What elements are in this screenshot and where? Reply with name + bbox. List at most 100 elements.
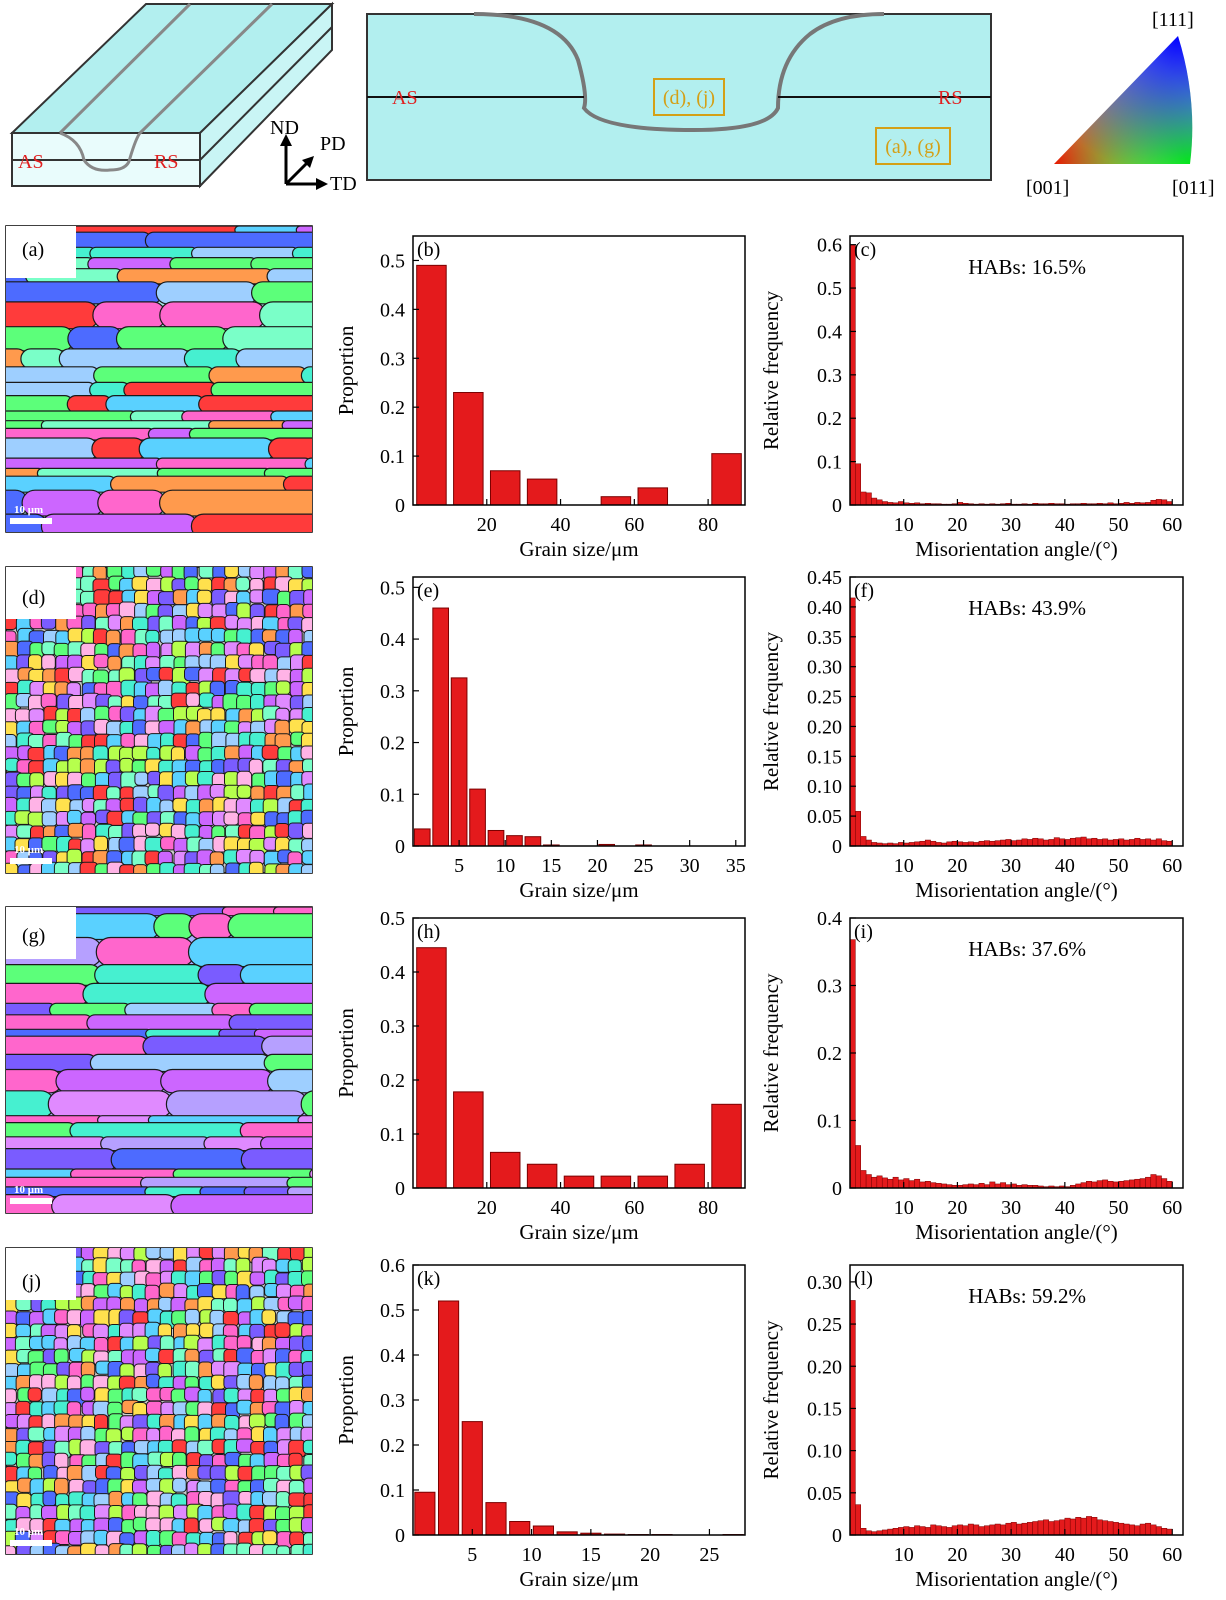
grain	[55, 1068, 168, 1094]
grain	[290, 784, 306, 801]
y-tick-label: 0	[832, 836, 842, 858]
x-tick-label: 30	[1001, 1544, 1021, 1566]
x-tick-label: 20	[947, 514, 967, 536]
grain	[183, 348, 243, 370]
grain	[14, 708, 31, 723]
bar	[1048, 1521, 1055, 1536]
bar	[1107, 839, 1114, 847]
grain	[267, 437, 312, 461]
y-tick-label: 0.15	[807, 746, 842, 768]
grain	[91, 437, 146, 461]
bar	[414, 1491, 436, 1536]
grain	[210, 1478, 227, 1494]
grain	[197, 1543, 213, 1554]
nd-arrowhead	[280, 134, 292, 146]
box-ag	[875, 127, 951, 165]
x-tick-label: 50	[1109, 1197, 1129, 1219]
bar	[892, 1528, 899, 1536]
bar	[855, 463, 861, 506]
grain	[66, 1465, 85, 1482]
x-axis-label: Misorientation angle/(°)	[915, 1220, 1118, 1244]
y-tick-label: 0.3	[380, 348, 405, 370]
y-tick-label: 0.3	[817, 976, 842, 998]
habs-annotation: HABs: 16.5%	[968, 255, 1086, 279]
x-tick-label: 40	[551, 1197, 571, 1219]
bar	[984, 840, 990, 847]
x-tick-label: 30	[1001, 1197, 1021, 1219]
y-tick-label: 0.5	[817, 278, 842, 300]
grain	[171, 1464, 189, 1481]
bar	[908, 1527, 915, 1536]
y-tick-label: 0.1	[380, 1480, 405, 1502]
grain	[170, 1194, 312, 1213]
bar	[1102, 1520, 1109, 1536]
bar	[1086, 1181, 1092, 1189]
bar	[924, 1181, 931, 1189]
bar	[637, 487, 669, 506]
grain	[197, 747, 214, 763]
bar	[1123, 839, 1130, 847]
grain	[159, 301, 267, 330]
grain	[223, 1297, 238, 1313]
bar	[674, 1163, 705, 1189]
y-tick-label: 0.2	[817, 1043, 842, 1065]
grain	[6, 1545, 17, 1554]
grain	[159, 489, 312, 517]
grain	[134, 771, 149, 786]
grain	[204, 982, 312, 1006]
bar	[487, 829, 505, 847]
grain	[133, 1298, 149, 1314]
grain	[261, 1035, 312, 1057]
plate-mid-line	[199, 26, 333, 161]
ebsd-map-j: (j) 10 μm	[5, 1247, 313, 1555]
grain	[6, 1068, 63, 1094]
grain	[251, 281, 312, 305]
y-tick-label: 0.30	[807, 1272, 842, 1294]
grain	[250, 785, 265, 802]
bar	[946, 1527, 953, 1536]
x-tick-label: 20	[477, 514, 497, 536]
grain	[227, 913, 312, 941]
plot-frame	[412, 917, 746, 1189]
bar	[1139, 1523, 1146, 1536]
bar	[711, 1103, 742, 1189]
x-tick-label: 60	[624, 1197, 644, 1219]
grain	[41, 654, 56, 671]
x-tick-label: 40	[1055, 1544, 1075, 1566]
grain	[93, 653, 109, 669]
bar	[526, 1163, 558, 1189]
bar-series	[416, 947, 742, 1189]
grain	[6, 301, 100, 330]
grain	[301, 1386, 312, 1402]
box-ag-label: (a), (g)	[885, 136, 941, 158]
x-tick-label: 20	[947, 1197, 967, 1219]
bar-series	[849, 597, 1173, 847]
map-d-scalebar	[10, 858, 52, 864]
chart-c: 10 20 30 40 50 60 0 0.1 0.2 0.3 0.4 0.5 0.6 Misorient…	[759, 235, 1184, 561]
ipf-legend: [111] [001] [011]	[1026, 9, 1215, 199]
bar	[1016, 1523, 1023, 1536]
y-tick-label: 0.2	[380, 1435, 405, 1457]
y-tick-label: 0.40	[807, 597, 842, 619]
grain	[261, 1309, 277, 1325]
grain	[105, 395, 206, 414]
bar	[1155, 838, 1162, 847]
bar	[951, 1525, 958, 1536]
grain	[6, 437, 99, 461]
bar	[600, 496, 632, 506]
bar	[1032, 1521, 1039, 1536]
bar	[898, 1527, 904, 1536]
grain	[145, 1517, 162, 1532]
bar	[524, 836, 542, 847]
box-dj-label: (d), (j)	[663, 87, 715, 109]
map-a-scale-label: 10 μm	[14, 504, 43, 516]
bar	[860, 836, 867, 847]
y-tick-label: 0.25	[807, 1314, 842, 1336]
x-tick-label: 10	[495, 855, 515, 877]
bar	[1161, 1528, 1168, 1536]
grain	[267, 1068, 312, 1094]
grain	[95, 936, 196, 968]
ebsd-map-d: (d) 10 μm	[5, 566, 313, 874]
grain	[94, 963, 205, 986]
bar	[1000, 839, 1007, 847]
